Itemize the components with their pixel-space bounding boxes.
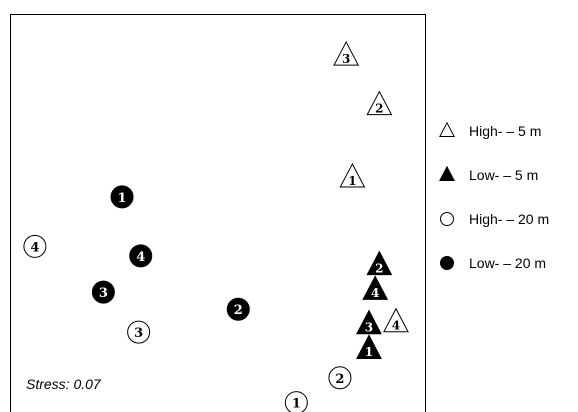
data-point-solid-circle-4 [129, 244, 153, 268]
data-point-open-triangle-3 [333, 40, 360, 66]
data-label-solid-triangle-2: 2 [375, 261, 383, 275]
data-label-open-circle-2: 2 [335, 372, 344, 387]
data-point-solid-triangle-2 [366, 250, 393, 276]
data-point-open-circle-2 [328, 366, 352, 390]
data-label-open-triangle-2: 2 [375, 101, 383, 115]
plot-frame [10, 14, 426, 412]
data-point-open-triangle-1 [339, 162, 366, 188]
legend-entry-4: Low- – 20 m [469, 255, 546, 271]
data-label-solid-circle-2: 2 [234, 303, 243, 318]
data-label-open-triangle-1: 1 [348, 174, 356, 188]
data-point-open-triangle-4 [383, 307, 409, 333]
stress-annotation: Stress: 0.07 [26, 376, 102, 392]
data-point-solid-triangle-4 [362, 275, 389, 300]
data-point-open-circle-4 [23, 234, 47, 258]
data-label-solid-triangle-3: 3 [365, 320, 373, 334]
data-label-open-circle-1: 1 [292, 397, 301, 412]
data-label-solid-triangle-4: 4 [371, 286, 379, 300]
data-label-open-triangle-3: 3 [342, 52, 350, 66]
data-point-open-circle-3 [127, 320, 151, 344]
data-label-open-triangle-4: 4 [392, 319, 400, 333]
legend-symbol-solid-circle [440, 256, 454, 270]
legend-entry-2: Low- – 5 m [469, 167, 538, 183]
data-label-solid-triangle-1: 1 [365, 345, 373, 359]
data-label-solid-circle-3: 3 [99, 286, 108, 301]
data-label-solid-circle-1: 1 [118, 191, 127, 206]
data-point-open-circle-1 [284, 391, 308, 412]
data-point-open-triangle-2 [366, 90, 393, 116]
legend: High- – 5 m Low- – 5 m High- – 20 m Low- – … [439, 121, 549, 271]
data-point-solid-triangle-1 [356, 334, 382, 359]
data-label-solid-circle-4: 4 [136, 250, 145, 265]
data-point-solid-circle-2 [226, 297, 250, 321]
legend-symbol-open-triangle [439, 121, 455, 137]
legend-symbol-open-circle [440, 212, 454, 226]
legend-entry-1: High- – 5 m [469, 123, 541, 139]
data-point-solid-triangle-3 [356, 309, 382, 335]
data-label-open-circle-3: 3 [134, 326, 143, 341]
legend-symbol-solid-triangle [439, 165, 455, 181]
data-marks: 3 2 1 4 2 4 3 1 4 3 2 1 1 4 3 2 [23, 40, 409, 412]
data-point-solid-circle-3 [91, 280, 115, 304]
legend-entry-3: High- – 20 m [469, 211, 549, 227]
data-label-open-circle-4: 4 [30, 240, 39, 255]
data-point-solid-circle-1 [110, 185, 134, 209]
